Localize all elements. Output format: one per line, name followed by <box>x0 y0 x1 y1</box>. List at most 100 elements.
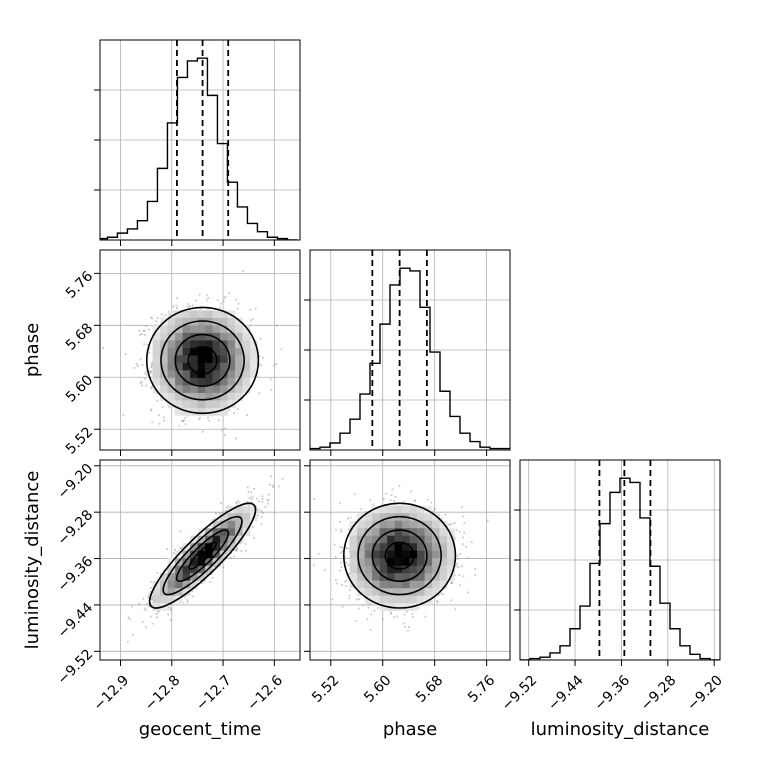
density-cell <box>402 535 410 544</box>
sample-point <box>361 604 364 607</box>
sample-point <box>211 519 214 522</box>
density-cell <box>372 580 380 589</box>
density-cell <box>160 392 168 401</box>
sample-point <box>143 343 146 345</box>
sample-point <box>160 313 163 316</box>
sample-point <box>150 386 153 388</box>
contour-line <box>187 346 218 375</box>
density-cell <box>250 370 258 379</box>
density-cell <box>175 407 183 416</box>
density-cell <box>424 505 433 514</box>
density-cell <box>379 595 388 604</box>
sample-point <box>271 484 274 487</box>
density-cell <box>394 588 403 596</box>
sample-point <box>235 549 238 552</box>
sample-point <box>260 510 263 512</box>
sample-point <box>260 523 263 525</box>
density-cell <box>409 528 418 536</box>
scatter-panel-phase-luminosity_distance <box>304 459 511 666</box>
y-tick-label: −9.52 <box>55 646 97 688</box>
density-cell <box>182 370 191 379</box>
sample-point <box>404 625 406 628</box>
density-cell <box>432 565 440 574</box>
sample-point <box>431 510 434 512</box>
sample-point <box>457 554 459 557</box>
sample-point <box>144 334 146 336</box>
density-cell <box>212 362 221 371</box>
density-cell <box>205 565 213 574</box>
sample-point <box>141 364 144 366</box>
density-cell <box>372 595 380 604</box>
sample-point <box>442 593 445 596</box>
sample-point <box>181 420 184 422</box>
sample-point <box>258 392 260 395</box>
density-cell <box>439 580 448 589</box>
density-cell <box>190 362 198 371</box>
density-cell <box>235 332 243 341</box>
sample-point <box>238 501 241 504</box>
density-cell <box>364 535 373 544</box>
sample-point <box>457 557 460 560</box>
density-cell <box>424 573 433 581</box>
y-tick-label: 5.60 <box>63 372 96 405</box>
density-cell <box>379 580 388 589</box>
density-cell <box>220 332 228 341</box>
density-cell <box>364 588 373 596</box>
sample-point <box>450 599 453 602</box>
sample-point <box>142 330 145 332</box>
sample-point <box>348 528 350 531</box>
density-cell <box>402 558 410 566</box>
sample-point <box>176 307 178 309</box>
sample-point <box>133 367 136 369</box>
sample-point <box>149 602 152 605</box>
sample-point <box>277 485 280 488</box>
sample-point <box>236 547 239 550</box>
density-cell <box>190 377 198 386</box>
sample-point <box>390 612 392 615</box>
sample-point <box>367 606 370 609</box>
density-cell <box>205 535 213 544</box>
sample-point <box>356 598 359 601</box>
density-cell <box>379 565 388 574</box>
density-cell <box>379 603 388 611</box>
density-cell <box>175 310 183 319</box>
sample-point <box>150 370 152 372</box>
sample-point <box>474 567 477 570</box>
density-cell <box>227 325 236 334</box>
density-cell <box>152 595 161 604</box>
y-tick-label: −9.44 <box>55 600 97 642</box>
sample-point <box>150 409 153 412</box>
density-cell <box>387 595 395 604</box>
sample-point <box>389 499 392 502</box>
density-cell <box>235 505 243 514</box>
sample-point <box>246 486 249 489</box>
sample-point <box>201 430 204 433</box>
sample-point <box>237 408 239 410</box>
density-cell <box>212 400 221 409</box>
sample-point <box>347 573 350 575</box>
density-cell <box>190 580 198 589</box>
hist-frame <box>99 39 301 241</box>
density-cell <box>190 550 198 559</box>
density-cell <box>220 385 228 394</box>
sample-point <box>460 506 463 509</box>
sample-point <box>161 406 164 408</box>
density-cell <box>439 573 448 581</box>
sample-point <box>208 580 211 583</box>
density-cell <box>424 520 433 529</box>
contour-line <box>145 306 260 415</box>
sample-point <box>245 549 248 552</box>
density-cell <box>182 550 191 559</box>
density-cell <box>242 332 251 341</box>
sample-point <box>430 501 433 504</box>
sample-point <box>258 363 261 366</box>
contour-line <box>371 529 428 583</box>
density-cell <box>409 595 418 604</box>
sample-point <box>411 615 414 618</box>
x-tick-label: 5.68 <box>413 672 446 705</box>
density-cell <box>212 520 221 529</box>
sample-point <box>233 412 235 414</box>
sample-point <box>141 384 144 387</box>
sample-point <box>408 626 410 628</box>
sample-point <box>147 595 150 598</box>
